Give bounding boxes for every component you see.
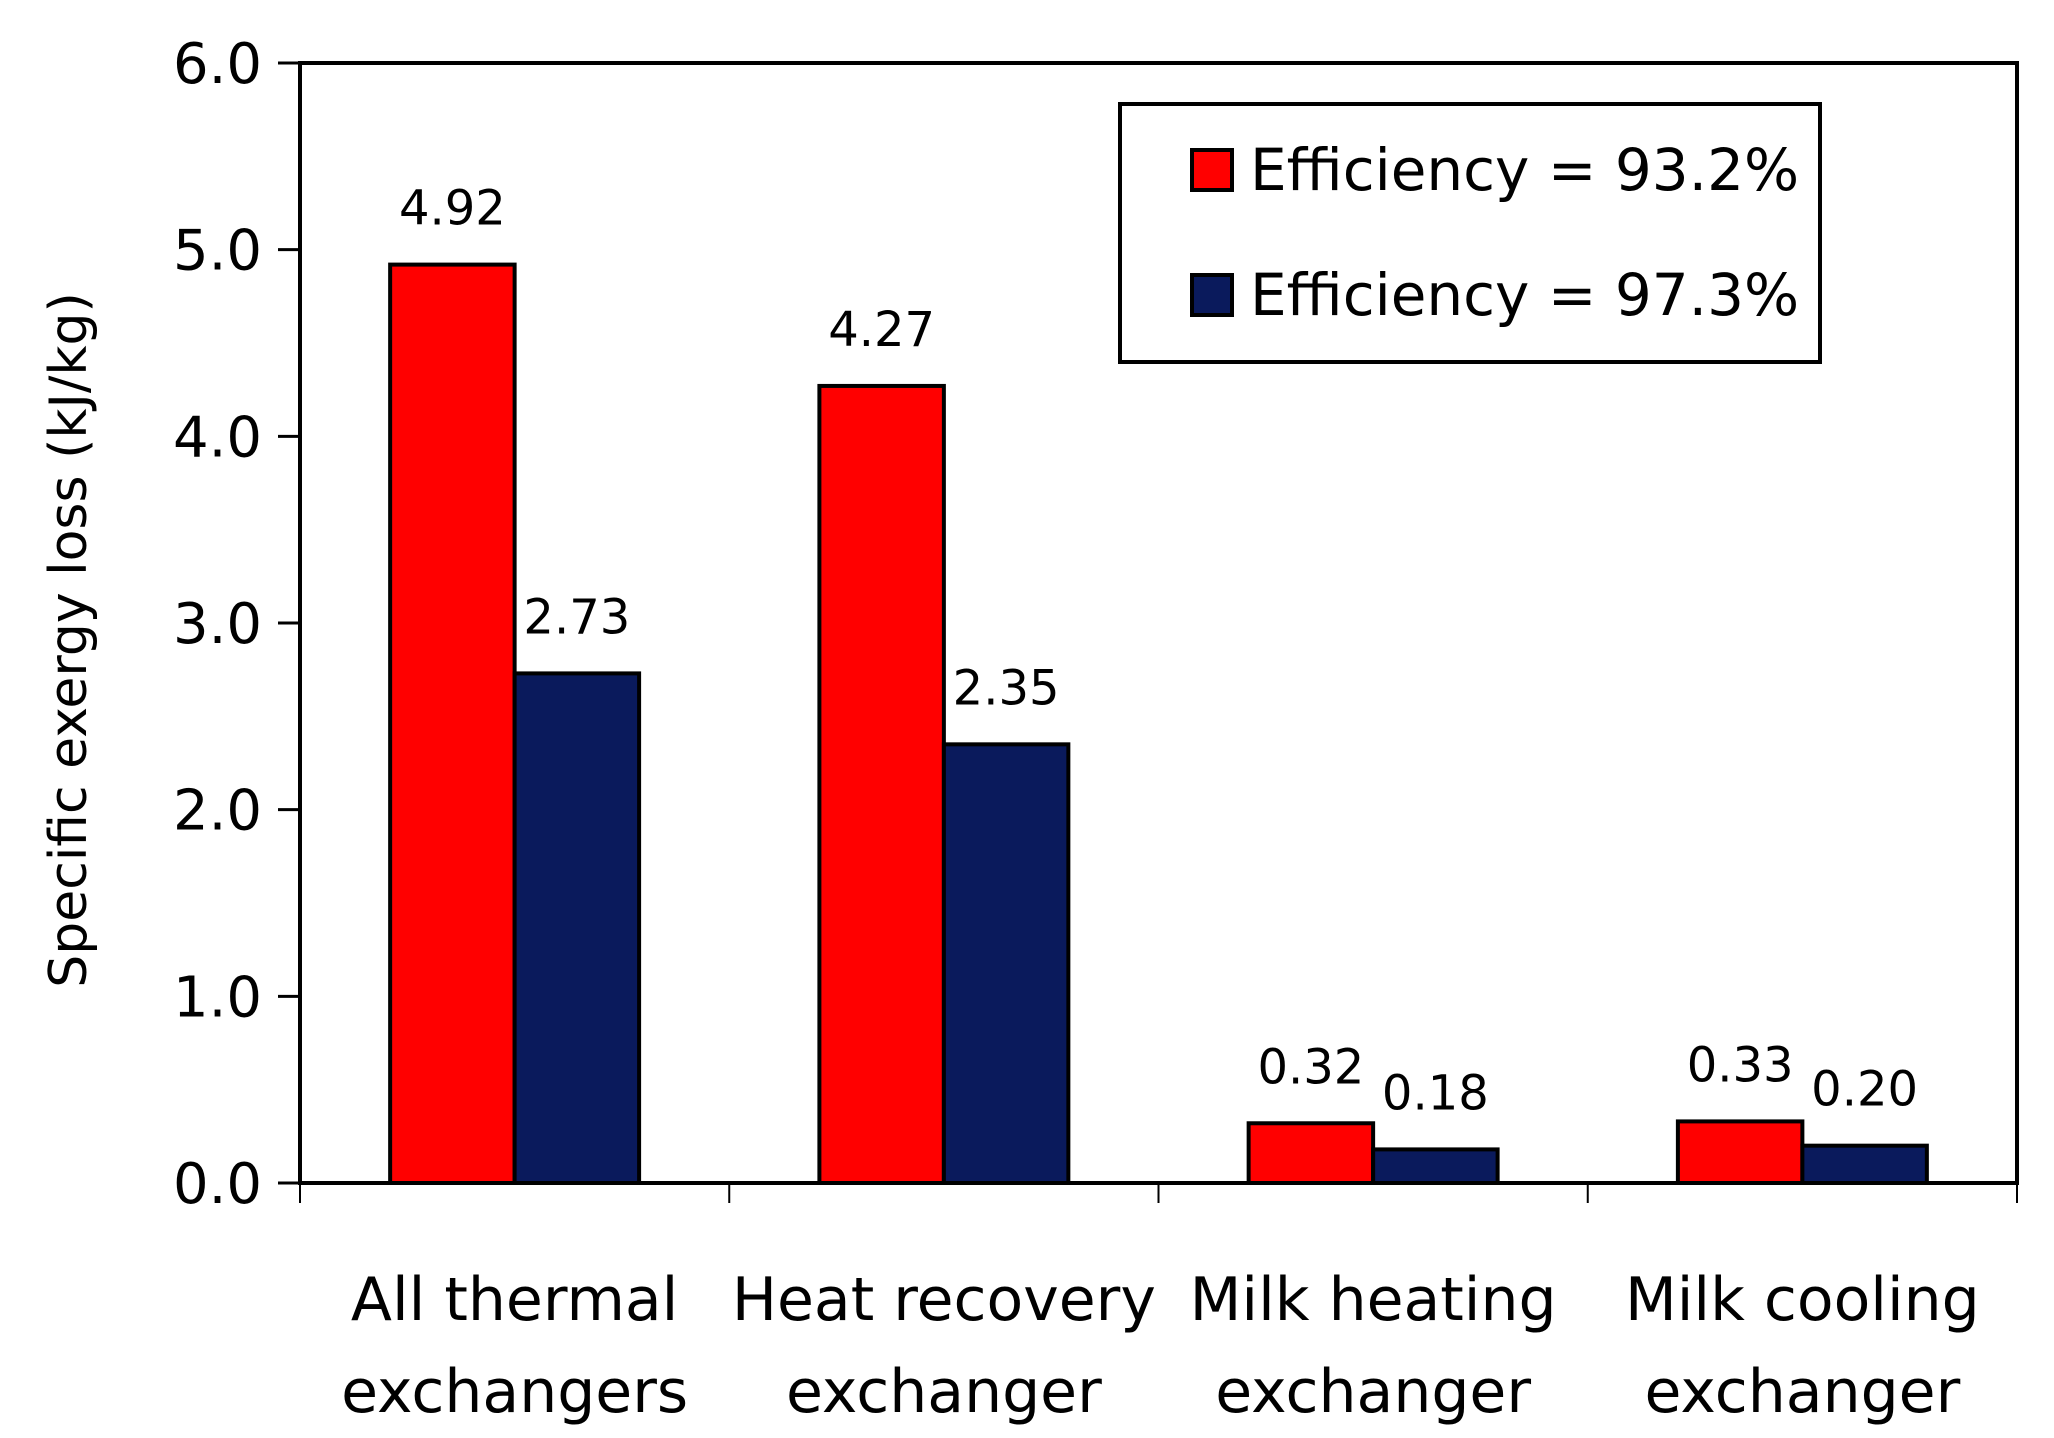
y-axis: 0.0 1.0 2.0 3.0 4.0 5.0 6.0: [173, 32, 300, 1217]
x-category-label: Milk cooling: [1625, 1265, 1980, 1335]
bar: [388, 262, 517, 1186]
data-label: 0.18: [1382, 1065, 1489, 1121]
legend-label: Efficiency = 97.3%: [1250, 261, 1799, 329]
data-label: 0.32: [1257, 1039, 1364, 1095]
x-category-label: exchanger: [1215, 1357, 1531, 1427]
x-category-label: exchanger: [786, 1357, 1102, 1427]
data-label: 0.20: [1811, 1062, 1918, 1118]
legend-swatch: [1190, 148, 1234, 192]
x-category-label: exchangers: [341, 1357, 688, 1427]
data-label: 4.92: [399, 181, 506, 237]
data-labels: 4.92 4.27 0.32 0.33 2.73 2.35 0.18 0.20: [399, 181, 1918, 1122]
bar: [1675, 1119, 1805, 1186]
data-label: 2.35: [953, 660, 1060, 716]
data-label: 2.73: [523, 589, 630, 645]
y-tick-label: 2.0: [173, 779, 262, 844]
legend: Efficiency = 93.2% Efficiency = 97.3%: [1118, 102, 1822, 364]
x-category-label: Milk heating: [1190, 1265, 1557, 1335]
bar: [1800, 1143, 1929, 1185]
legend-swatch: [1190, 273, 1234, 317]
bar: [817, 383, 946, 1185]
x-axis: All thermal exchangers Heat recovery exchan…: [299, 1183, 2018, 1427]
legend-box: [1118, 102, 1822, 364]
bars: [388, 262, 1929, 1186]
x-category-label: All thermal: [351, 1265, 678, 1335]
y-axis-title: Specific exergy loss (kJ/kg): [39, 292, 99, 988]
x-category-label: exchanger: [1644, 1357, 1960, 1427]
data-label: 4.27: [828, 302, 935, 358]
x-category-label: Heat recovery: [732, 1265, 1156, 1335]
y-tick-label: 6.0: [173, 32, 262, 97]
bar: [512, 671, 642, 1186]
legend-label: Efficiency = 93.2%: [1250, 136, 1799, 204]
y-tick-label: 1.0: [173, 965, 262, 1030]
y-tick-label: 5.0: [173, 219, 262, 284]
bar: [941, 742, 1071, 1185]
bar: [1371, 1147, 1500, 1186]
y-tick-label: 0.0: [173, 1152, 262, 1217]
y-tick-label: 3.0: [173, 592, 262, 657]
bar: [1246, 1121, 1376, 1186]
y-tick-label: 4.0: [173, 405, 262, 470]
data-label: 0.33: [1687, 1037, 1794, 1093]
